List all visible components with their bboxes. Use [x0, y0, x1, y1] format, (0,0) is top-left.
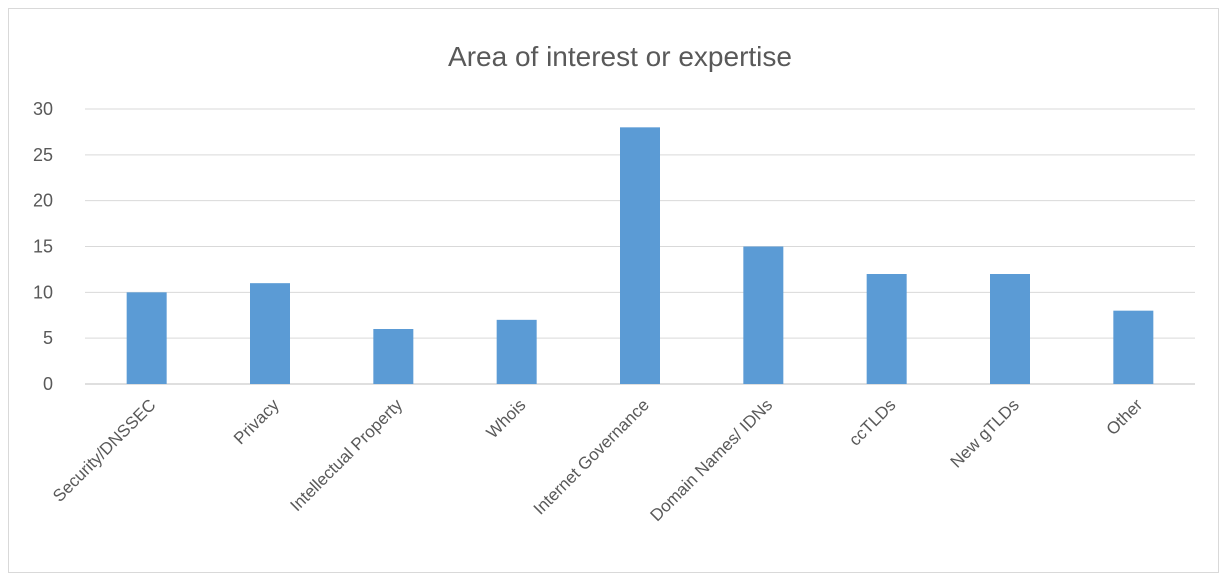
bar-8 [990, 274, 1030, 384]
x-axis-category-labels: Security/DNSSEC Privacy Intellectual Prope… [49, 395, 1146, 525]
x-category-label: Internet Governance [530, 395, 653, 518]
y-tick-label: 10 [33, 282, 53, 302]
bar-4 [496, 319, 537, 384]
bar-3 [373, 329, 414, 384]
x-category-label: Security/DNSSEC [49, 395, 159, 505]
chart-title: Area of interest or expertise [448, 41, 792, 72]
x-category-label: Other [1103, 395, 1147, 439]
bar-chart: Area of interest or expertise 0 5 10 15 20 25… [33, 41, 1195, 525]
bar-5 [620, 127, 660, 384]
y-tick-label: 25 [33, 145, 53, 165]
x-category-label: ccTLDs [845, 395, 899, 449]
x-category-label: Whois [483, 395, 530, 442]
bar-6 [743, 246, 784, 384]
bar-9 [1113, 310, 1154, 384]
x-category-label: New gTLDs [947, 395, 1023, 471]
x-category-label: Privacy [230, 395, 283, 448]
bar-7 [866, 274, 907, 384]
y-tick-label: 30 [33, 99, 53, 119]
y-tick-label: 20 [33, 191, 53, 211]
y-axis-tick-labels: 0 5 10 15 20 25 30 [33, 99, 53, 394]
bars [126, 127, 1154, 384]
x-category-label: Intellectual Property [286, 395, 406, 515]
y-tick-label: 15 [33, 237, 53, 257]
y-tick-label: 0 [43, 374, 53, 394]
bar-2 [250, 283, 290, 384]
y-tick-label: 5 [43, 328, 53, 348]
chart-area: Area of interest or expertise 0 5 10 15 20 25… [8, 8, 1219, 573]
x-category-label: Domain Names/ IDNs [646, 395, 776, 525]
bar-1 [126, 292, 167, 384]
